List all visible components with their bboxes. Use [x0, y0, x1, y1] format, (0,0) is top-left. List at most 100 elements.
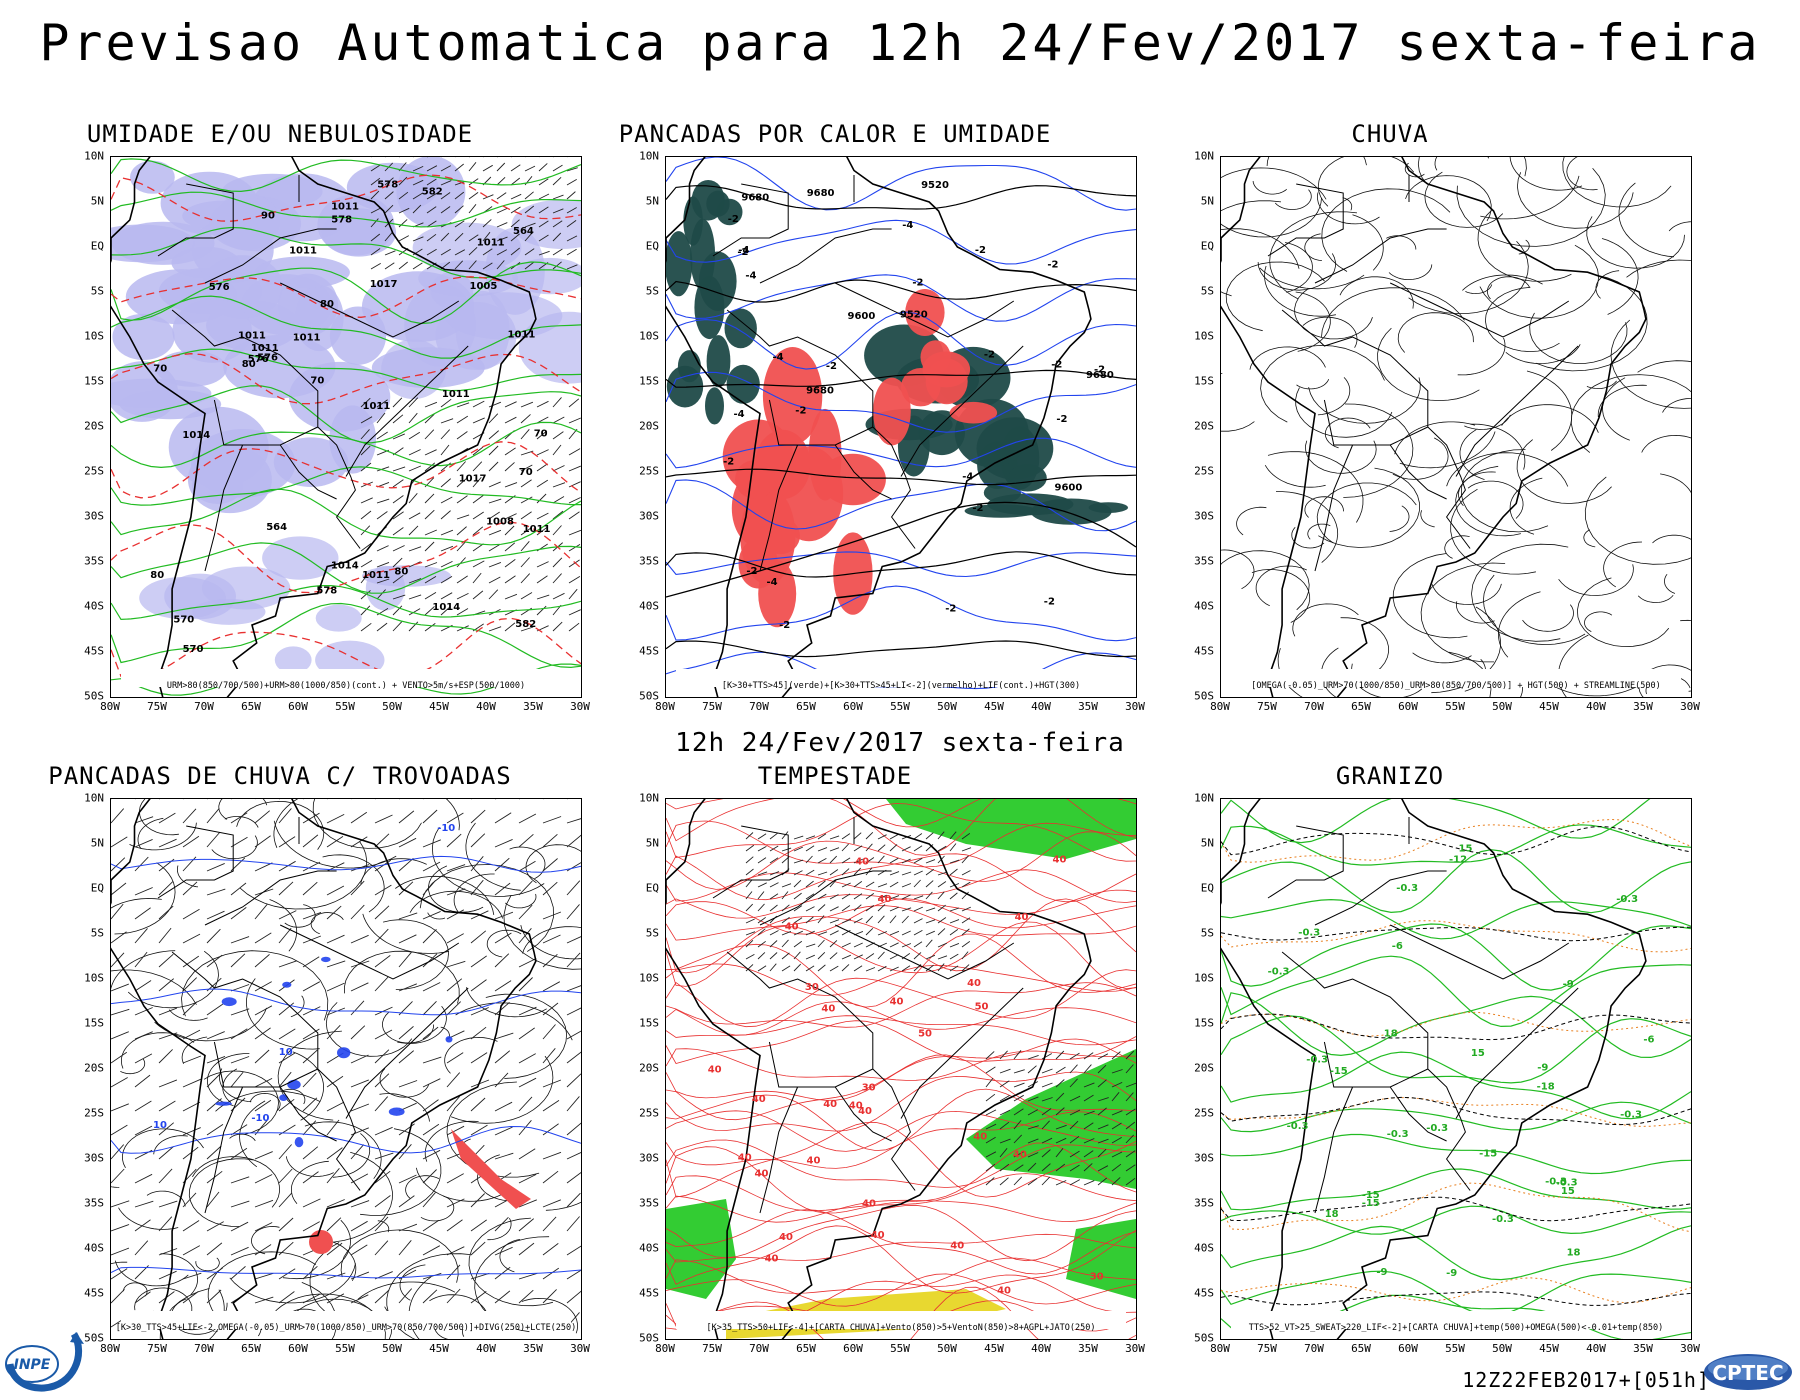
wind-vector [1027, 1096, 1039, 1102]
map-contour-label: -9 [1537, 1063, 1548, 1074]
streamline [453, 873, 495, 913]
panel-title: UMIDADE E/OU NEBULOSIDADE [86, 120, 474, 148]
map-contour-label: -12 [1449, 854, 1467, 865]
contour-line [666, 219, 1136, 265]
lat-tick-label: 5S [1200, 926, 1214, 940]
streamline [1668, 221, 1691, 232]
lon-tick-label: 50W [1492, 700, 1512, 713]
wind-vector [326, 1024, 341, 1040]
wind-vector [568, 465, 581, 472]
wind-vector [326, 1119, 340, 1136]
map-contour-label: 50 [975, 1001, 989, 1012]
lon-tick-label: 30W [570, 700, 590, 713]
wind-vector [524, 205, 535, 214]
wind-vector [536, 479, 549, 488]
wind-vector [370, 164, 381, 172]
wind-vector [496, 162, 506, 172]
streamline [1626, 259, 1691, 278]
wind-vector [841, 930, 851, 936]
wind-vector [494, 980, 512, 992]
lon-tick-label: 30W [1125, 1342, 1145, 1355]
streamline [1377, 327, 1480, 402]
wind-vector [1125, 1082, 1136, 1088]
wind-vector [853, 867, 862, 876]
streamline [1221, 550, 1310, 611]
wind-vector [326, 1147, 343, 1160]
wind-vector [901, 953, 911, 960]
wind-vector [182, 1291, 199, 1304]
wind-vector [230, 1200, 250, 1208]
shaded-area [254, 256, 350, 289]
wind-vector [398, 837, 417, 848]
shaded-area [964, 504, 1038, 518]
wind-vector [302, 911, 322, 920]
streamline [1576, 577, 1670, 648]
lon-tick-label: 55W [1445, 1342, 1465, 1355]
streamline [195, 1257, 220, 1272]
lon-tick-label: 70W [749, 1342, 769, 1355]
streamline [129, 822, 197, 851]
wind-vector [384, 191, 394, 200]
wind-vector [472, 543, 484, 552]
wind-vector [302, 861, 321, 872]
wind-vector [446, 1001, 462, 1016]
streamline [1389, 505, 1410, 532]
height-contour [666, 501, 1136, 598]
wind-vector [424, 623, 436, 632]
streamline [445, 799, 460, 831]
wind-vector [1027, 1054, 1039, 1060]
map-contour-label: -9 [1446, 1268, 1457, 1279]
contour-line [1221, 1182, 1691, 1233]
map-contour-label: -4 [738, 245, 749, 256]
streamline [111, 969, 197, 1005]
streamline [522, 926, 581, 954]
wind-vector [350, 1220, 368, 1232]
wind-vector [949, 953, 959, 960]
map-contour-label: 40 [950, 1241, 964, 1252]
wind-vector [745, 844, 755, 852]
wind-vector [398, 1195, 415, 1208]
streamline [1664, 573, 1676, 594]
wind-vector [254, 1174, 273, 1184]
wind-vector [494, 838, 513, 848]
map-contour-label: 1005 [470, 281, 498, 292]
wind-vector [510, 164, 521, 172]
lat-tick-label: 5N [645, 194, 659, 208]
wind-vector [426, 178, 437, 186]
wind-vector [520, 450, 534, 456]
wind-vector [230, 1008, 250, 1016]
wind-vector [937, 871, 948, 876]
wind-vector [999, 1138, 1011, 1144]
wind-vector [853, 904, 862, 912]
shaded-area [388, 1107, 405, 1116]
contour-line [1221, 1015, 1691, 1084]
inpe-logo: INPE [4, 1328, 88, 1392]
wind-vector [566, 985, 581, 992]
streamline [290, 995, 305, 1018]
lon-tick-label: 75W [702, 1342, 722, 1355]
contour-line [1221, 1101, 1691, 1133]
streamline [360, 1128, 442, 1216]
wind-vector [206, 1003, 224, 1016]
shaded-area [512, 257, 581, 295]
streamline [273, 820, 397, 869]
wind-vector [829, 930, 839, 936]
wind-vector [408, 608, 421, 616]
wind-vector [470, 979, 487, 992]
lat-tick-label: 50S [84, 1331, 104, 1345]
wind-vector [422, 982, 441, 992]
wind-vector [488, 445, 499, 456]
wind-vector [793, 940, 803, 948]
wind-vector [524, 261, 535, 270]
wind-vector [829, 940, 838, 948]
wind-vector [566, 248, 577, 256]
wind-vector [552, 397, 562, 408]
wind-vector [408, 621, 419, 632]
streamline [1602, 377, 1630, 441]
map-contour-label: 40 [997, 1286, 1011, 1297]
wind-vector [566, 207, 577, 214]
wind-vector [302, 1221, 320, 1232]
streamline [146, 1190, 186, 1207]
contour-line [111, 466, 581, 506]
shaded-area [716, 198, 743, 226]
